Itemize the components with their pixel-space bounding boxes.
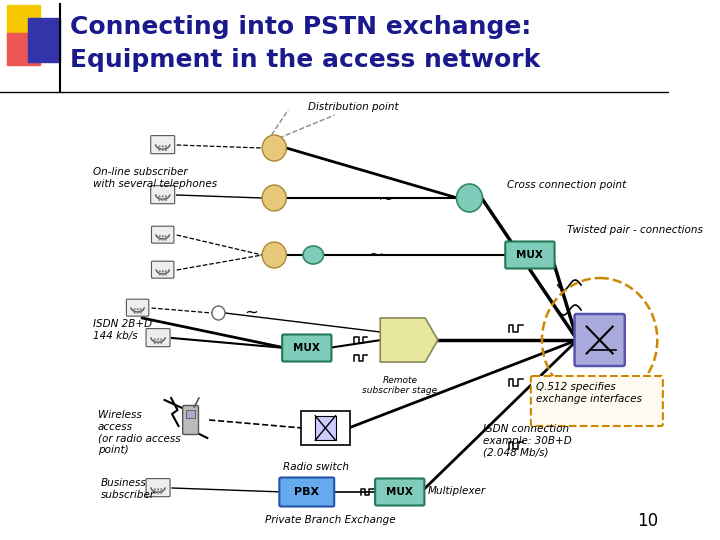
Circle shape — [157, 338, 159, 341]
Circle shape — [137, 312, 139, 314]
FancyBboxPatch shape — [127, 299, 149, 316]
Text: PBX: PBX — [294, 487, 320, 497]
Circle shape — [153, 338, 156, 341]
Circle shape — [158, 235, 161, 238]
Circle shape — [153, 492, 156, 494]
Text: Business
subscriber: Business subscriber — [100, 478, 155, 500]
Circle shape — [153, 488, 156, 491]
Text: Wireless
access
(or radio access
point): Wireless access (or radio access point) — [98, 410, 180, 455]
Circle shape — [160, 488, 163, 491]
Bar — [315, 416, 336, 440]
Text: Remote
subscriber stage: Remote subscriber stage — [362, 376, 437, 395]
Circle shape — [161, 195, 164, 198]
Circle shape — [262, 135, 287, 161]
Circle shape — [157, 492, 159, 494]
Circle shape — [158, 273, 161, 276]
Circle shape — [140, 308, 142, 310]
Circle shape — [212, 306, 225, 320]
FancyBboxPatch shape — [282, 334, 331, 361]
FancyBboxPatch shape — [150, 186, 175, 204]
Text: Equipment in the access network: Equipment in the access network — [70, 48, 540, 72]
Bar — [186, 410, 194, 418]
Text: ~: ~ — [377, 190, 394, 208]
Bar — [301, 411, 350, 445]
Circle shape — [165, 199, 167, 201]
Circle shape — [161, 235, 164, 238]
FancyBboxPatch shape — [575, 314, 625, 366]
Bar — [7, 5, 40, 37]
Circle shape — [158, 238, 161, 241]
Text: Private Branch Exchange: Private Branch Exchange — [265, 515, 395, 525]
Circle shape — [153, 342, 156, 344]
FancyBboxPatch shape — [183, 406, 199, 435]
Text: Multiplexer: Multiplexer — [428, 486, 486, 496]
FancyBboxPatch shape — [146, 478, 170, 497]
Circle shape — [158, 145, 161, 147]
Circle shape — [161, 273, 164, 276]
Circle shape — [262, 185, 287, 211]
Circle shape — [165, 195, 167, 198]
Text: Twisted pair - connections: Twisted pair - connections — [567, 225, 703, 235]
Circle shape — [165, 145, 167, 147]
FancyBboxPatch shape — [531, 376, 663, 426]
FancyBboxPatch shape — [146, 329, 170, 347]
FancyBboxPatch shape — [375, 478, 424, 505]
Ellipse shape — [456, 184, 482, 212]
Circle shape — [140, 312, 142, 314]
Text: ISDN 2B+D
144 kb/s: ISDN 2B+D 144 kb/s — [93, 319, 152, 341]
Circle shape — [262, 242, 287, 268]
Circle shape — [165, 148, 167, 151]
Circle shape — [165, 273, 167, 276]
FancyBboxPatch shape — [150, 136, 175, 154]
Circle shape — [137, 308, 139, 310]
Circle shape — [165, 235, 167, 238]
Circle shape — [161, 270, 164, 273]
FancyBboxPatch shape — [151, 261, 174, 278]
Circle shape — [158, 270, 161, 273]
Ellipse shape — [303, 246, 323, 264]
FancyBboxPatch shape — [151, 226, 174, 243]
Circle shape — [161, 199, 164, 201]
Circle shape — [158, 199, 161, 201]
Circle shape — [165, 270, 167, 273]
Text: Connecting into PSTN exchange:: Connecting into PSTN exchange: — [70, 15, 531, 39]
Circle shape — [160, 338, 163, 341]
Circle shape — [160, 342, 163, 344]
Text: On-line subscriber
with several telephones: On-line subscriber with several telephon… — [93, 167, 217, 189]
Text: ~: ~ — [244, 304, 258, 322]
Text: MUX: MUX — [293, 343, 320, 353]
Circle shape — [133, 308, 135, 310]
Circle shape — [157, 488, 159, 491]
Text: ISDN connection
example: 30B+D
(2.048 Mb/s): ISDN connection example: 30B+D (2.048 Mb… — [483, 424, 572, 457]
Circle shape — [160, 492, 163, 494]
Circle shape — [161, 145, 164, 147]
Circle shape — [157, 342, 159, 344]
Circle shape — [158, 148, 161, 151]
FancyBboxPatch shape — [505, 241, 554, 268]
Circle shape — [161, 238, 164, 241]
Bar — [28, 18, 60, 62]
Circle shape — [158, 195, 161, 198]
Text: Cross connection point: Cross connection point — [507, 180, 626, 190]
Circle shape — [161, 148, 164, 151]
Polygon shape — [380, 318, 438, 362]
Text: ~: ~ — [369, 246, 384, 265]
Circle shape — [165, 238, 167, 241]
Bar — [7, 33, 40, 65]
Text: Distribution point: Distribution point — [308, 102, 399, 112]
FancyBboxPatch shape — [279, 477, 334, 507]
Text: Radio switch: Radio switch — [283, 462, 349, 472]
Text: MUX: MUX — [387, 487, 413, 497]
Text: MUX: MUX — [516, 250, 544, 260]
Text: 10: 10 — [637, 512, 658, 530]
Circle shape — [133, 312, 135, 314]
Text: Q.512 specifies
exchange interfaces: Q.512 specifies exchange interfaces — [536, 382, 642, 403]
